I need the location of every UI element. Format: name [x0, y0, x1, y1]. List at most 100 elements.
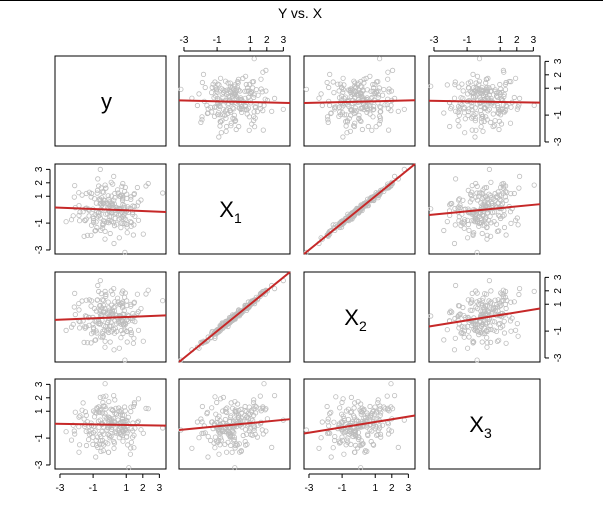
- data-point: [102, 182, 108, 188]
- tick-label: -3: [56, 483, 65, 494]
- variable-label: X3: [469, 412, 492, 441]
- data-point: [478, 103, 484, 110]
- tick-label: 3: [406, 483, 412, 494]
- data-point: [512, 75, 519, 81]
- data-point: [451, 240, 458, 247]
- data-point: [263, 88, 269, 94]
- data-point: [455, 117, 461, 124]
- data-point: [218, 130, 224, 136]
- data-point: [77, 218, 83, 224]
- data-point: [502, 87, 509, 93]
- data-point: [478, 329, 485, 335]
- data-point: [100, 222, 106, 228]
- data-point: [335, 81, 341, 87]
- data-point: [79, 298, 85, 304]
- data-point: [209, 90, 215, 96]
- data-point: [99, 297, 106, 303]
- data-point: [447, 123, 453, 130]
- data-point: [441, 337, 447, 343]
- right-axis-row2: -3 -1 1 2 3: [544, 274, 564, 362]
- data-point: [76, 449, 82, 455]
- panel-r1-c0: [54, 163, 167, 255]
- data-point: [122, 357, 128, 363]
- data-point: [496, 192, 502, 198]
- data-point: [452, 79, 458, 85]
- data-point: [473, 304, 479, 310]
- data-point: [326, 410, 333, 417]
- data-point: [105, 441, 111, 447]
- data-point: [478, 200, 484, 206]
- data-point: [480, 187, 486, 193]
- data-point: [370, 114, 376, 120]
- data-point: [341, 451, 347, 457]
- data-point: [371, 97, 377, 103]
- panel-r2-c0: [54, 271, 167, 363]
- data-point: [90, 441, 96, 447]
- data-point: [227, 94, 233, 101]
- data-point: [351, 78, 357, 84]
- data-point: [217, 442, 223, 448]
- data-point: [495, 107, 502, 113]
- tick-label: 2: [514, 35, 520, 46]
- data-point: [106, 213, 113, 219]
- data-point: [94, 330, 100, 336]
- data-point: [482, 330, 488, 336]
- data-point: [331, 90, 337, 96]
- data-point: [92, 228, 98, 234]
- data-point: [303, 86, 309, 92]
- data-point: [233, 126, 239, 133]
- data-point: [370, 81, 376, 88]
- data-point: [251, 92, 257, 98]
- data-point: [378, 434, 384, 440]
- data-point: [492, 305, 498, 311]
- fit-line: [178, 271, 291, 363]
- data-point: [79, 192, 85, 198]
- data-point: [328, 454, 334, 460]
- data-point: [83, 428, 89, 434]
- data-point: [469, 183, 475, 189]
- data-point: [496, 110, 502, 117]
- data-point: [271, 95, 278, 102]
- data-point: [253, 105, 259, 111]
- data-point: [363, 415, 369, 421]
- data-point: [97, 321, 103, 327]
- data-point: [358, 409, 364, 415]
- data-point: [373, 432, 380, 438]
- data-point: [228, 413, 234, 419]
- data-point: [204, 102, 210, 109]
- data-point: [259, 89, 265, 95]
- data-point: [229, 449, 235, 455]
- data-point: [76, 307, 82, 313]
- data-point: [428, 83, 434, 89]
- data-point: [128, 425, 134, 432]
- data-point: [76, 212, 82, 218]
- data-point: [318, 435, 324, 441]
- data-point: [464, 323, 471, 329]
- data-point: [340, 396, 346, 402]
- data-point: [102, 403, 108, 410]
- data-point: [490, 209, 496, 215]
- data-point: [367, 73, 373, 79]
- data-point: [228, 442, 234, 448]
- data-point: [72, 409, 78, 415]
- data-point: [515, 333, 521, 339]
- data-point: [228, 400, 234, 406]
- data-point: [531, 288, 537, 294]
- data-point: [118, 321, 124, 327]
- data-point: [339, 411, 345, 417]
- data-point: [68, 324, 75, 330]
- data-point: [135, 396, 142, 402]
- data-point: [385, 127, 392, 133]
- data-point: [352, 120, 358, 126]
- data-point: [97, 409, 103, 416]
- data-point: [204, 410, 210, 417]
- data-point: [214, 399, 220, 406]
- data-point: [113, 411, 119, 417]
- data-point: [452, 82, 458, 88]
- data-point: [330, 79, 336, 85]
- data-point: [100, 394, 106, 400]
- data-point: [214, 86, 220, 93]
- panel-r1-c2: [303, 163, 416, 255]
- data-point: [112, 190, 118, 197]
- panel-r2-c3: [428, 271, 541, 363]
